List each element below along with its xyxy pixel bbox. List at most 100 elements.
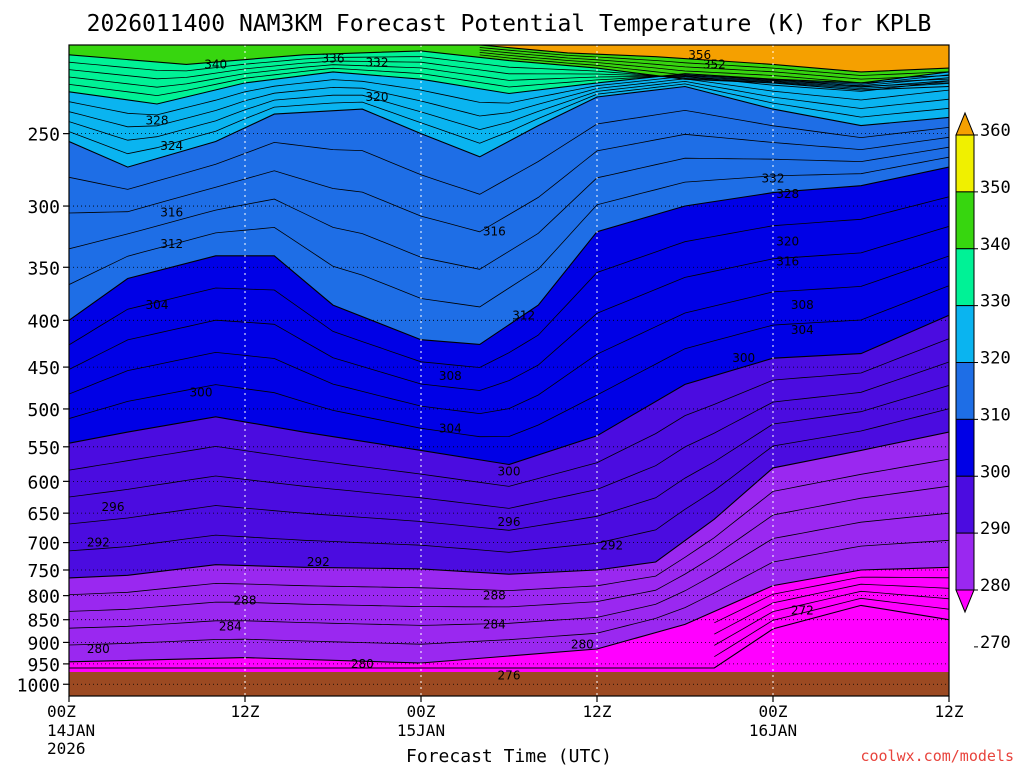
y-tick-label-450: 450 [27, 358, 60, 379]
contour-theta_280 [69, 566, 949, 664]
contour-theta_300 [69, 314, 949, 466]
x-tick-sublabel-24: 15JAN [397, 721, 445, 740]
colorbar-label-360: 360 [980, 121, 1011, 141]
contour-theta_350 [69, 45, 949, 73]
colorbar-label-340: 340 [980, 235, 1011, 255]
contour-label-0: 340 [204, 57, 227, 71]
contour-label-19: 300 [190, 386, 213, 400]
isoline-theta_330-3 [69, 60, 949, 88]
isoline-theta_330-4 [69, 56, 949, 90]
contour-label-20: 308 [439, 369, 462, 383]
y-tick-label-750: 750 [27, 561, 60, 582]
contour-label-31: 272 [791, 603, 814, 617]
contour-label-2: 332 [366, 55, 389, 69]
contour-label-24: 296 [102, 500, 125, 514]
contour-label-23: 300 [498, 464, 521, 478]
colorbar-label-290: 290 [980, 519, 1011, 539]
y-tick-label-950: 950 [27, 655, 60, 676]
colorbar-label-300: 300 [980, 462, 1011, 482]
credit-text: coolwx.com/models [860, 747, 1014, 765]
contour-label-26: 292 [87, 536, 110, 550]
colorbar-label-310: 310 [980, 405, 1011, 425]
y-tick-label-850: 850 [27, 611, 60, 632]
contour-label-21: 300 [732, 351, 755, 365]
y-tick-label-1000: 1000 [17, 675, 60, 696]
plot-area [69, 45, 949, 696]
isoline-theta_300-1 [69, 285, 949, 438]
contour-label-33: 284 [483, 617, 506, 631]
colorbar-label-320: 320 [980, 349, 1011, 369]
isoline-theta_300-3 [69, 226, 949, 391]
isoline-theta_290-1 [69, 408, 949, 553]
x-tick-year-0: 2026 [47, 739, 86, 758]
isoline-theta_270-4 [714, 576, 949, 624]
contour-label-8: 332 [762, 172, 785, 186]
y-tick-label-250: 250 [27, 125, 60, 146]
x-tick-label-60: 12Z [935, 702, 964, 721]
isoline-theta_310-1 [69, 156, 949, 308]
contour-label-32: 284 [219, 620, 242, 634]
colorbar-swatch-1 [955, 134, 975, 193]
contour-label-15: 304 [146, 298, 169, 312]
isoline-theta_310-4 [69, 109, 949, 195]
colorbar-swatch-6 [955, 418, 975, 477]
colorbar-label-350: 350 [980, 178, 1011, 198]
contour-label-6: 328 [146, 114, 169, 128]
y-tick-label-300: 300 [27, 197, 60, 218]
x-tick-label-0: 00Z [47, 702, 76, 721]
isoline-theta_320-4 [69, 75, 949, 116]
isoline-theta_280-1 [69, 539, 949, 646]
contour-label-18: 304 [791, 323, 814, 337]
contour-label-12: 320 [776, 234, 799, 248]
isoline-theta_340-2 [479, 52, 949, 84]
isoline-theta_340-3 [479, 49, 949, 80]
contour-theta_320 [69, 85, 949, 168]
contour-label-30: 288 [483, 589, 506, 603]
contour-label-3: 356 [688, 48, 711, 62]
y-tick-label-400: 400 [27, 311, 60, 332]
colorbar-swatch-7 [955, 475, 975, 534]
contour-label-37: 276 [498, 668, 521, 682]
contour-label-22: 304 [439, 421, 462, 435]
colorbar-label-270: 270 [980, 633, 1011, 653]
contour-theta_290 [69, 431, 949, 579]
contour-theta_310 [69, 166, 949, 345]
y-tick-label-700: 700 [27, 534, 60, 555]
contour-theta_340 [69, 50, 949, 91]
y-tick-label-800: 800 [27, 587, 60, 608]
y-axis: 2503003504004505005506006507007508008509… [17, 125, 69, 696]
colorbar-label-330: 330 [980, 292, 1011, 312]
x-tick-label-36: 12Z [583, 702, 612, 721]
isoline-theta_320-2 [69, 80, 949, 141]
y-tick-label-350: 350 [27, 258, 60, 279]
contour-label-7: 324 [160, 139, 183, 153]
contour-label-13: 312 [160, 237, 183, 251]
isoline-theta_340-4 [479, 47, 949, 76]
isoline-theta_320-3 [69, 78, 949, 128]
x-tick-sublabel-48: 16JAN [749, 721, 797, 740]
isoline-theta_300-4 [69, 196, 949, 368]
isoline-theta_320-1 [69, 83, 949, 155]
colorbar-swatch-2 [955, 191, 975, 250]
isoline-theta_270-3 [714, 583, 949, 635]
contour-label-36: 280 [351, 657, 374, 671]
isoline-theta_340-1 [479, 54, 949, 87]
y-tick-label-650: 650 [27, 504, 60, 525]
contour-label-25: 296 [498, 515, 521, 529]
y-tick-label-600: 600 [27, 472, 60, 493]
colorbar-swatch-3 [955, 248, 975, 307]
contour-labels: 340 336 3323563523203283243323283163163203… [87, 48, 814, 683]
x-tick-label-24: 00Z [407, 702, 436, 721]
colorbar-swatch-4 [955, 305, 975, 363]
contour-label-29: 288 [234, 594, 257, 608]
colorbar-swatch-5 [955, 362, 975, 420]
colorbar-swatch-9 [955, 589, 975, 614]
isoline-theta_310-2 [69, 146, 949, 270]
y-tick-label-500: 500 [27, 400, 60, 421]
contour-label-28: 292 [600, 538, 623, 552]
x-tick-label-12: 12Z [231, 702, 260, 721]
contour-label-1: 336 [322, 52, 345, 66]
